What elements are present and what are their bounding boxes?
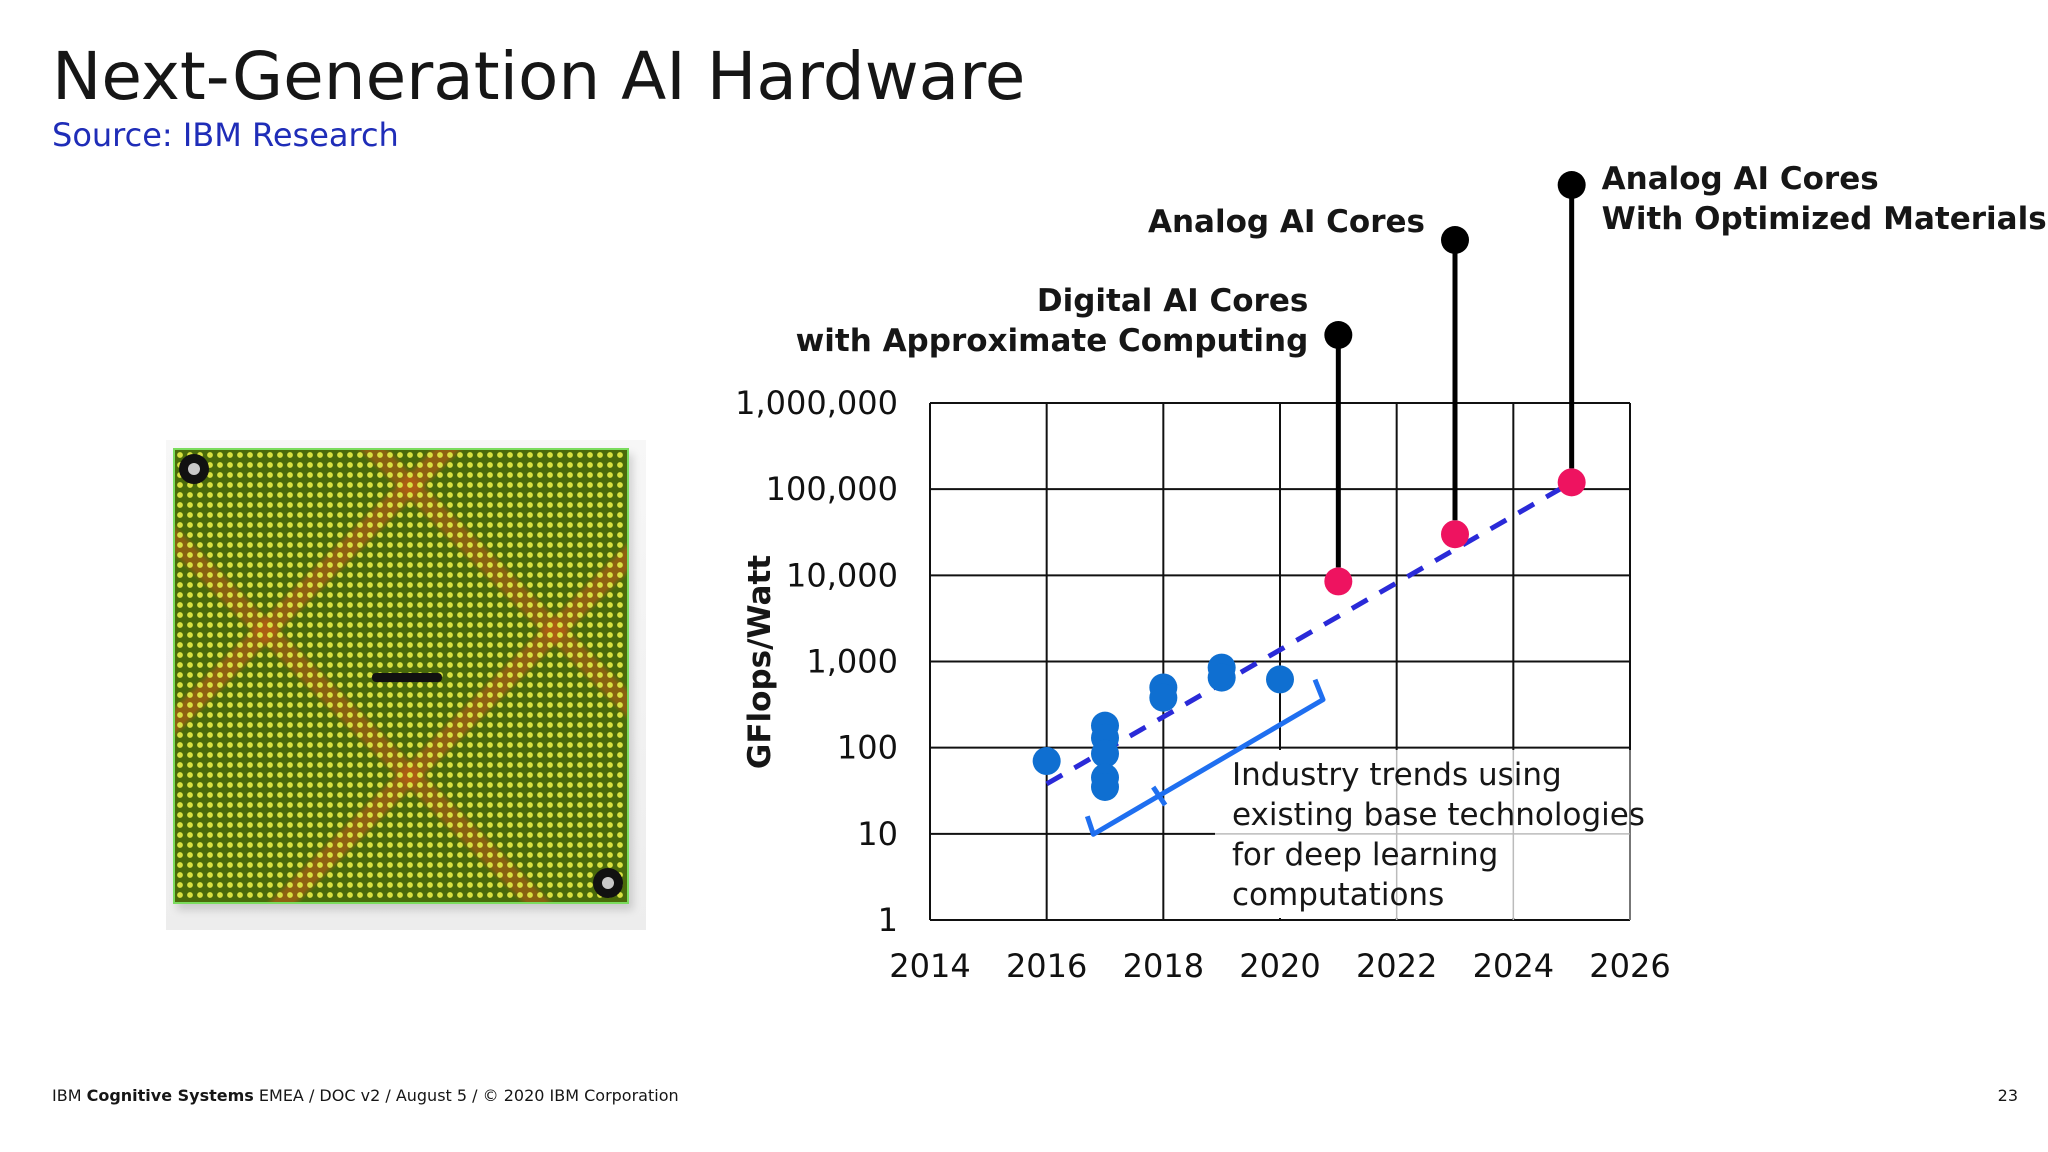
trend-caption-line: existing base technologies <box>1232 797 1645 833</box>
chip-corner-marker <box>179 454 209 484</box>
annotation-marker <box>1557 171 1586 199</box>
footer-bold: Cognitive Systems <box>86 1086 254 1105</box>
trend-caption-line: computations <box>1232 877 1444 913</box>
chip-corner-marker <box>593 868 623 898</box>
y-tick-label: 10 <box>857 815 898 853</box>
x-tick-label: 2018 <box>1123 947 1204 985</box>
industry-data-point <box>1149 683 1178 712</box>
y-tick-label: 1 <box>878 901 898 939</box>
y-tick-label: 10,000 <box>786 556 898 594</box>
annotation-label: Digital AI Cores <box>1037 283 1308 319</box>
annotation-label: with Approximate Computing <box>796 323 1309 359</box>
annotation-marker <box>1324 321 1353 349</box>
annotation-label: Analog AI Cores <box>1148 204 1425 240</box>
annotation-label: Analog AI Cores <box>1602 161 1879 197</box>
x-tick-label: 2014 <box>889 947 970 985</box>
industry-data-point <box>1032 747 1061 776</box>
ibm-data-point <box>1557 468 1586 497</box>
trend-caption-line: for deep learning <box>1232 837 1498 873</box>
y-tick-label: 1,000,000 <box>735 384 898 422</box>
slide-footer: IBM Cognitive Systems EMEA / DOC v2 / Au… <box>52 1086 679 1105</box>
industry-data-point <box>1091 772 1119 801</box>
y-tick-label: 100 <box>837 729 898 767</box>
slide-title: Next-Generation AI Hardware <box>52 38 1026 115</box>
x-tick-label: 2022 <box>1356 947 1437 985</box>
annotation-marker <box>1441 226 1469 254</box>
chip-image <box>173 448 629 904</box>
industry-data-point <box>1207 663 1236 692</box>
industry-data-point <box>1091 739 1119 768</box>
ibm-data-point <box>1324 567 1353 596</box>
x-tick-label: 2024 <box>1473 947 1554 985</box>
annotation-label: With Optimized Materials <box>1602 201 2047 237</box>
industry-bracket <box>1084 678 1326 837</box>
trend-line <box>1045 480 1573 787</box>
ibm-data-point <box>1441 520 1469 549</box>
page-number: 23 <box>1997 1086 2018 1105</box>
x-tick-label: 2020 <box>1239 947 1320 985</box>
industry-bracket-tip <box>1151 785 1168 807</box>
x-tick-label: 2016 <box>1006 947 1087 985</box>
slide-source: Source: IBM Research <box>52 116 399 154</box>
y-axis-label: GFlops/Watt <box>742 555 778 769</box>
x-tick-label: 2026 <box>1589 947 1670 985</box>
y-tick-label: 1,000 <box>806 643 898 681</box>
industry-data-point <box>1266 665 1294 694</box>
trend-caption-line: Industry trends using <box>1232 757 1562 793</box>
y-tick-label: 100,000 <box>766 470 898 508</box>
footer-prefix: IBM <box>52 1086 87 1105</box>
chip-center-mark <box>372 673 442 682</box>
footer-rest: EMEA / DOC v2 / August 5 / © 2020 IBM Co… <box>253 1086 679 1105</box>
